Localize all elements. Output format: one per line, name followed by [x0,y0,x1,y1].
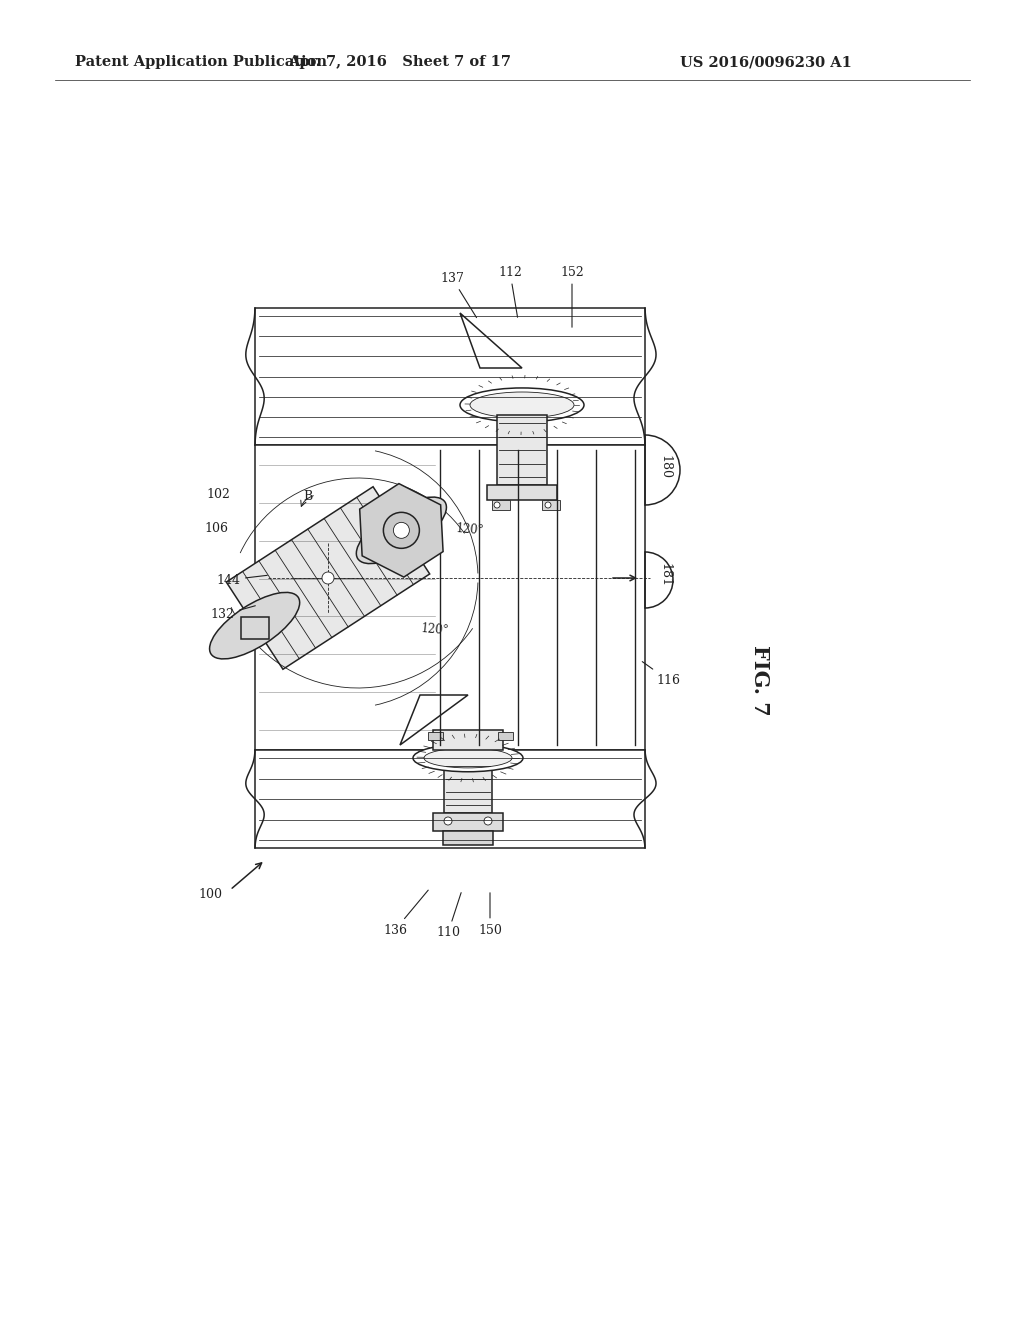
Text: 132: 132 [210,606,255,622]
Text: 180: 180 [658,455,671,479]
Bar [443,832,493,845]
Text: Apr. 7, 2016   Sheet 7 of 17: Apr. 7, 2016 Sheet 7 of 17 [289,55,512,69]
Bar [433,813,503,832]
Polygon shape [226,487,430,669]
Text: 152: 152 [560,265,584,327]
Bar [444,758,492,813]
Ellipse shape [413,744,523,772]
Text: 112: 112 [498,265,522,317]
Text: US 2016/0096230 A1: US 2016/0096230 A1 [680,55,852,69]
Circle shape [494,502,500,508]
Text: FIG. 7: FIG. 7 [750,644,770,715]
Text: 106: 106 [204,521,228,535]
Circle shape [322,572,334,583]
Ellipse shape [210,593,300,659]
Text: 144: 144 [216,573,267,586]
Circle shape [383,512,420,548]
Polygon shape [460,313,522,368]
Bar [255,750,645,847]
Text: 150: 150 [478,892,502,936]
Ellipse shape [470,392,574,418]
Text: 120°: 120° [456,523,484,537]
Text: 136: 136 [383,890,428,936]
Circle shape [444,817,452,825]
Text: 102: 102 [206,488,230,502]
Ellipse shape [356,498,446,564]
Text: 116: 116 [642,661,680,686]
Bar [428,733,443,741]
Text: 110: 110 [436,892,461,940]
Bar [255,308,645,445]
Bar [433,730,503,750]
Bar [492,500,510,510]
Polygon shape [359,483,443,577]
Polygon shape [400,696,468,744]
Text: 100: 100 [198,888,222,902]
Text: 181: 181 [658,564,671,587]
Text: B: B [303,491,312,503]
Bar [255,445,645,750]
Circle shape [484,817,492,825]
Bar [498,733,513,741]
Bar [497,414,547,484]
Circle shape [393,523,410,539]
Bar [487,484,557,500]
Circle shape [545,502,551,508]
Text: 137: 137 [440,272,476,318]
Ellipse shape [460,388,584,422]
Polygon shape [241,616,268,639]
Bar [542,500,560,510]
Text: 120°: 120° [421,622,450,638]
Ellipse shape [424,748,512,768]
Text: Patent Application Publication: Patent Application Publication [75,55,327,69]
